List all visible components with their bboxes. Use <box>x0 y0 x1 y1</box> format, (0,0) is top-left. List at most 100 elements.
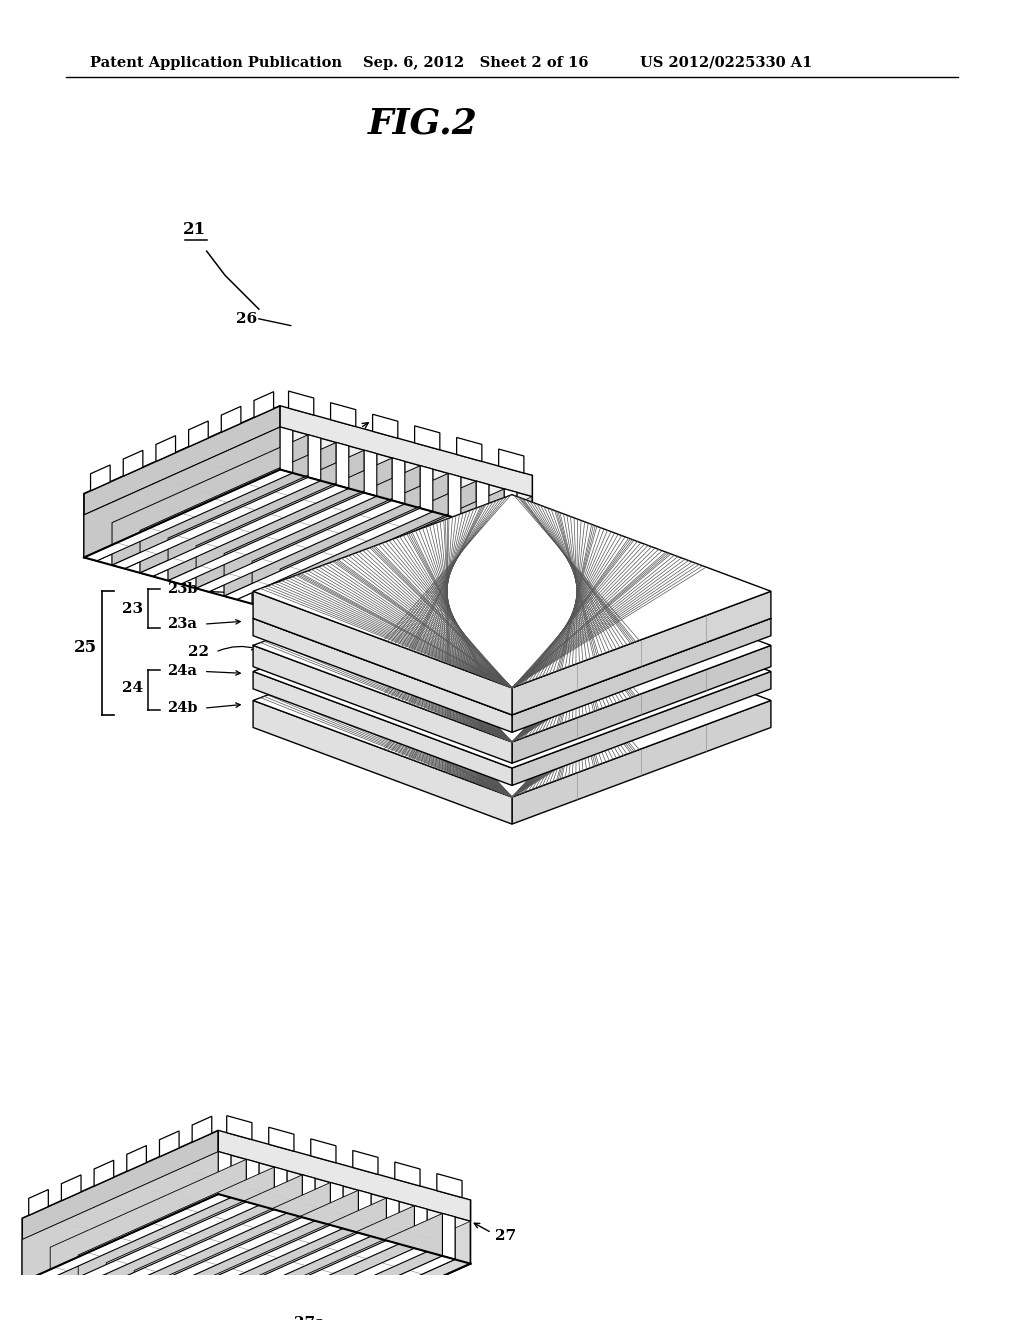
Polygon shape <box>188 421 208 446</box>
Polygon shape <box>504 488 517 535</box>
Polygon shape <box>140 442 336 573</box>
Polygon shape <box>156 436 175 462</box>
Polygon shape <box>512 645 771 763</box>
Polygon shape <box>125 438 321 569</box>
Text: FIG.2: FIG.2 <box>369 107 478 141</box>
Polygon shape <box>127 1146 146 1171</box>
Polygon shape <box>134 1270 146 1316</box>
Polygon shape <box>499 449 524 473</box>
Polygon shape <box>218 1151 230 1197</box>
Polygon shape <box>308 488 504 619</box>
Polygon shape <box>274 1200 470 1320</box>
Polygon shape <box>386 1199 399 1243</box>
Polygon shape <box>252 561 265 607</box>
Polygon shape <box>281 569 293 615</box>
Polygon shape <box>146 1185 343 1316</box>
Polygon shape <box>373 414 397 438</box>
Polygon shape <box>253 574 771 768</box>
Polygon shape <box>254 392 273 417</box>
Polygon shape <box>226 1115 252 1139</box>
Polygon shape <box>78 1255 91 1302</box>
Polygon shape <box>457 437 482 462</box>
Polygon shape <box>84 428 281 557</box>
Polygon shape <box>265 477 461 607</box>
Polygon shape <box>84 428 532 585</box>
Polygon shape <box>310 1139 336 1163</box>
Polygon shape <box>281 428 293 473</box>
Polygon shape <box>218 1249 427 1320</box>
Polygon shape <box>84 470 293 561</box>
Polygon shape <box>476 480 488 527</box>
Polygon shape <box>175 1193 371 1320</box>
Polygon shape <box>442 1213 455 1259</box>
Text: US 2012/0225330 A1: US 2012/0225330 A1 <box>640 55 813 70</box>
Polygon shape <box>415 1205 427 1251</box>
Polygon shape <box>281 405 532 496</box>
Polygon shape <box>23 1239 35 1286</box>
Polygon shape <box>23 1130 218 1282</box>
Polygon shape <box>218 1205 415 1320</box>
Polygon shape <box>190 1241 399 1320</box>
Polygon shape <box>61 1175 81 1201</box>
Polygon shape <box>281 480 476 611</box>
Polygon shape <box>308 577 321 623</box>
Polygon shape <box>224 508 433 599</box>
Polygon shape <box>91 1171 287 1302</box>
Polygon shape <box>193 1117 212 1142</box>
Polygon shape <box>449 474 461 519</box>
Polygon shape <box>168 450 365 581</box>
Polygon shape <box>190 1199 386 1320</box>
Polygon shape <box>162 1191 358 1320</box>
Text: 23b: 23b <box>167 582 198 597</box>
Polygon shape <box>512 701 771 824</box>
Polygon shape <box>293 484 488 615</box>
Polygon shape <box>268 1127 294 1151</box>
Polygon shape <box>180 454 377 585</box>
Polygon shape <box>336 475 532 585</box>
Polygon shape <box>84 515 96 561</box>
Polygon shape <box>106 1217 315 1308</box>
Polygon shape <box>50 1247 62 1294</box>
Polygon shape <box>90 465 111 491</box>
Polygon shape <box>35 1155 230 1286</box>
Text: 27: 27 <box>495 1229 516 1242</box>
Polygon shape <box>289 391 313 414</box>
Text: 24: 24 <box>122 681 143 694</box>
Text: 26: 26 <box>236 312 257 326</box>
Text: 23a: 23a <box>167 618 197 631</box>
Polygon shape <box>190 1286 203 1320</box>
Polygon shape <box>221 407 241 432</box>
Polygon shape <box>253 603 771 797</box>
Polygon shape <box>203 1201 399 1320</box>
Polygon shape <box>119 1179 315 1308</box>
Polygon shape <box>50 1201 259 1294</box>
Polygon shape <box>253 672 512 785</box>
Polygon shape <box>358 1191 371 1237</box>
Polygon shape <box>336 475 532 627</box>
Polygon shape <box>253 549 771 742</box>
Polygon shape <box>23 1151 470 1309</box>
Text: Patent Application Publication: Patent Application Publication <box>90 55 342 70</box>
Polygon shape <box>50 1159 247 1290</box>
Polygon shape <box>253 618 512 733</box>
Polygon shape <box>162 1278 175 1320</box>
Polygon shape <box>29 1189 48 1216</box>
Polygon shape <box>392 458 404 504</box>
Polygon shape <box>94 1160 114 1187</box>
Polygon shape <box>112 434 308 565</box>
Polygon shape <box>281 524 488 615</box>
Polygon shape <box>62 1163 259 1294</box>
Polygon shape <box>512 591 771 715</box>
Polygon shape <box>168 539 180 585</box>
Polygon shape <box>253 591 512 715</box>
Polygon shape <box>365 450 377 496</box>
Polygon shape <box>415 426 440 450</box>
Polygon shape <box>321 492 517 623</box>
Polygon shape <box>112 523 125 569</box>
Polygon shape <box>237 469 433 599</box>
Polygon shape <box>247 1255 455 1320</box>
Polygon shape <box>196 458 392 589</box>
Polygon shape <box>253 645 512 763</box>
Text: 24b: 24b <box>167 701 198 715</box>
Polygon shape <box>160 1131 179 1156</box>
